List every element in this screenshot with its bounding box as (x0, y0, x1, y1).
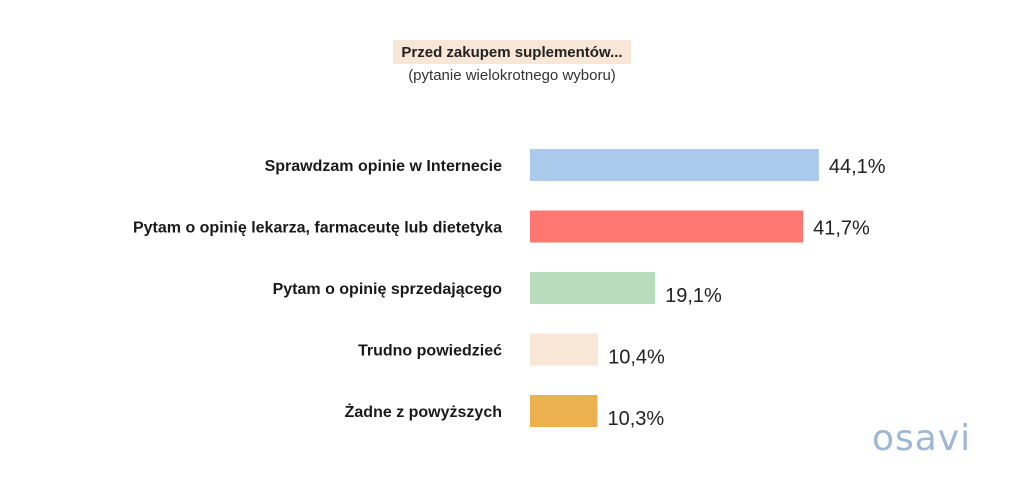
category-label: Pytam o opinię lekarza, farmaceutę lub d… (133, 220, 502, 237)
bar (530, 395, 598, 427)
value-label: 44,1% (829, 156, 886, 178)
category-label: Sprawdzam opinie w Internecie (265, 158, 502, 175)
bar (530, 272, 656, 304)
chart-title: Przed zakupem suplementów... (393, 40, 631, 64)
bar (530, 210, 804, 243)
bar (530, 149, 819, 181)
value-label: 10,3% (607, 408, 664, 430)
value-label: 19,1% (665, 285, 722, 307)
category-label: Żadne z powyższych (345, 403, 502, 421)
value-label: 41,7% (813, 218, 870, 240)
value-label: 10,4% (608, 347, 665, 369)
category-label: Trudno powiedzieć (358, 343, 502, 360)
category-label: Pytam o opinię sprzedającego (273, 281, 503, 298)
chart-subtitle: (pytanie wielokrotnego wyboru) (408, 67, 616, 84)
chart-header: Przed zakupem suplementów... (pytanie wi… (0, 40, 1024, 84)
bar (530, 333, 599, 366)
osavi-logo: osavi (872, 418, 972, 459)
